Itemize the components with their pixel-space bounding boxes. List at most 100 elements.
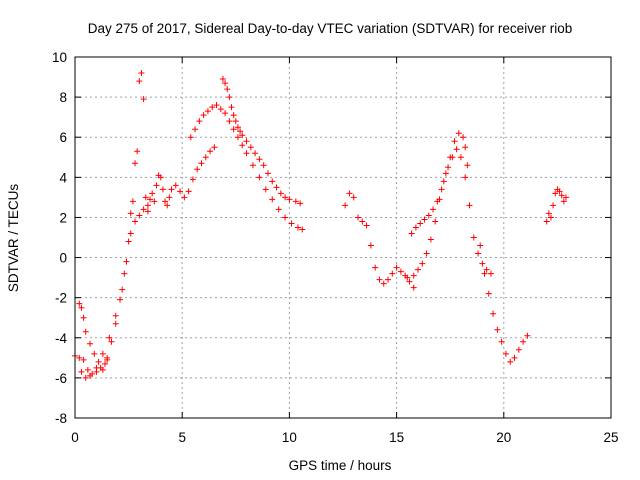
data-point <box>262 186 269 193</box>
data-point <box>209 104 216 111</box>
data-point <box>481 270 488 277</box>
series-arc-1a <box>72 352 111 377</box>
data-point <box>342 202 349 209</box>
x-tick-label: 5 <box>178 430 186 445</box>
data-point <box>457 154 464 161</box>
data-point <box>294 224 301 231</box>
data-point <box>438 186 445 193</box>
data-point <box>181 194 188 201</box>
data-point <box>367 242 374 249</box>
data-point <box>198 160 205 167</box>
data-point <box>204 108 211 115</box>
data-point <box>462 144 469 151</box>
data-point <box>350 194 357 201</box>
series-arc-2b <box>219 76 304 207</box>
data-point <box>558 192 565 199</box>
axis-ticks: 0 5 10 15 20 25 -8 -6 -4 -2 0 2 4 6 8 10 <box>52 50 619 445</box>
data-point <box>277 190 284 197</box>
data-point <box>425 212 432 219</box>
plot-frame <box>74 56 612 419</box>
data-point <box>460 134 467 141</box>
data-point <box>247 144 254 151</box>
data-point <box>359 218 366 225</box>
data-point <box>547 214 554 221</box>
data-point <box>286 196 293 203</box>
data-point <box>269 178 276 185</box>
data-point <box>451 138 458 145</box>
data-point <box>125 238 132 245</box>
series-arc-4a <box>408 130 471 237</box>
series-arc-3 <box>342 190 417 291</box>
data-point <box>393 264 400 271</box>
data-point <box>550 202 557 209</box>
data-point <box>192 126 199 133</box>
data-point <box>520 338 527 345</box>
data-point <box>189 176 196 183</box>
data-point <box>117 296 124 303</box>
data-point <box>385 276 392 283</box>
data-point <box>166 194 173 201</box>
data-point <box>552 190 559 197</box>
data-point <box>410 272 417 279</box>
series-arc-4b <box>404 146 494 281</box>
data-point <box>288 220 295 227</box>
data-point <box>249 162 256 169</box>
series-arc-1c <box>78 206 151 381</box>
data-point <box>260 162 267 169</box>
data-point <box>112 312 119 319</box>
data-point <box>256 174 263 181</box>
data-point <box>196 118 203 125</box>
y-tick-label: 2 <box>59 210 67 225</box>
data-point <box>453 146 460 153</box>
data-point <box>275 206 282 213</box>
data-point <box>213 102 220 109</box>
data-point <box>157 174 164 181</box>
y-tick-label: -8 <box>55 411 67 426</box>
data-point <box>104 356 111 363</box>
data-point <box>185 188 192 195</box>
data-point <box>217 106 224 113</box>
data-point <box>119 286 126 293</box>
data-point <box>93 364 100 371</box>
series-arc-4c <box>477 242 531 365</box>
data-point <box>108 338 115 345</box>
data-point <box>234 134 241 141</box>
data-point <box>80 356 87 363</box>
data-point <box>123 258 130 265</box>
data-point <box>78 304 85 311</box>
data-point <box>132 218 139 225</box>
data-point <box>82 374 89 381</box>
data-point <box>239 142 246 149</box>
data-point <box>230 112 237 119</box>
data-point <box>408 230 415 237</box>
data-point <box>224 86 231 93</box>
data-point <box>297 200 304 207</box>
data-point <box>149 190 156 197</box>
data-point <box>132 160 139 167</box>
data-point <box>430 206 437 213</box>
data-point <box>273 184 280 191</box>
data-point <box>466 202 473 209</box>
data-point <box>187 134 194 141</box>
data-point <box>432 218 439 225</box>
data-point <box>243 138 250 145</box>
data-point <box>136 78 143 85</box>
data-point <box>200 112 207 119</box>
data-point <box>202 154 209 161</box>
data-point <box>406 278 413 285</box>
data-point <box>494 326 501 333</box>
data-point <box>151 198 158 205</box>
data-point <box>140 206 147 213</box>
data-point <box>464 162 471 169</box>
data-point <box>490 310 497 317</box>
data-point <box>80 314 87 321</box>
data-point <box>282 194 289 201</box>
data-point <box>99 350 106 357</box>
x-tick-label: 15 <box>389 430 404 445</box>
data-point <box>172 182 179 189</box>
data-point <box>78 368 85 375</box>
data-point <box>256 156 263 163</box>
data-point <box>515 346 522 353</box>
x-tick-label: 0 <box>71 430 79 445</box>
